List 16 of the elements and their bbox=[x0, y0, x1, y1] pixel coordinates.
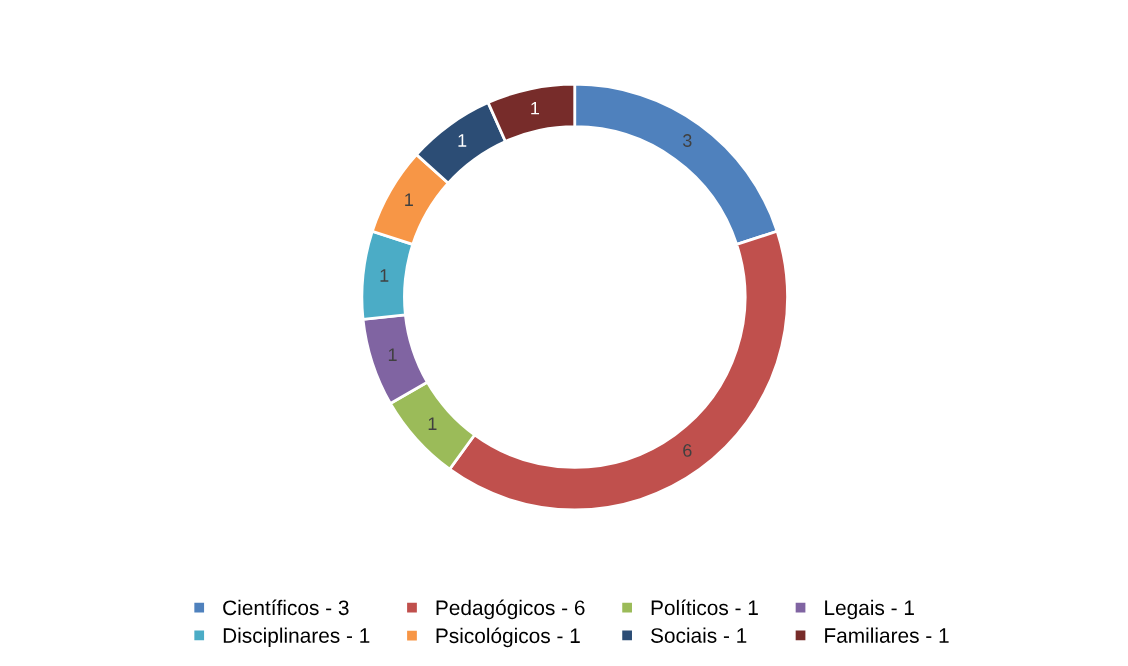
data-label: 1 bbox=[531, 101, 540, 115]
legend-label: Políticos - 1 bbox=[651, 599, 758, 616]
data-label: 1 bbox=[380, 269, 389, 282]
legend-label: Legais - 1 bbox=[825, 599, 914, 620]
legend-label: Familiares - 1 bbox=[825, 627, 949, 643]
data-label: 6 bbox=[683, 444, 692, 457]
legend-label: Psicológicos - 1 bbox=[436, 627, 580, 648]
data-label: 1 bbox=[428, 417, 437, 430]
data-label: 3 bbox=[682, 134, 692, 147]
data-label: 1 bbox=[388, 348, 397, 361]
legend-label: Sociais - 1 bbox=[650, 627, 747, 643]
data-label: 1 bbox=[405, 193, 413, 206]
legend-label: Pedagógicos - 6 bbox=[436, 599, 585, 620]
legend-label: Científicos - 3 bbox=[223, 599, 349, 616]
data-label: 1 bbox=[458, 134, 467, 147]
legend-label: Disciplinares - 1 bbox=[223, 627, 370, 648]
